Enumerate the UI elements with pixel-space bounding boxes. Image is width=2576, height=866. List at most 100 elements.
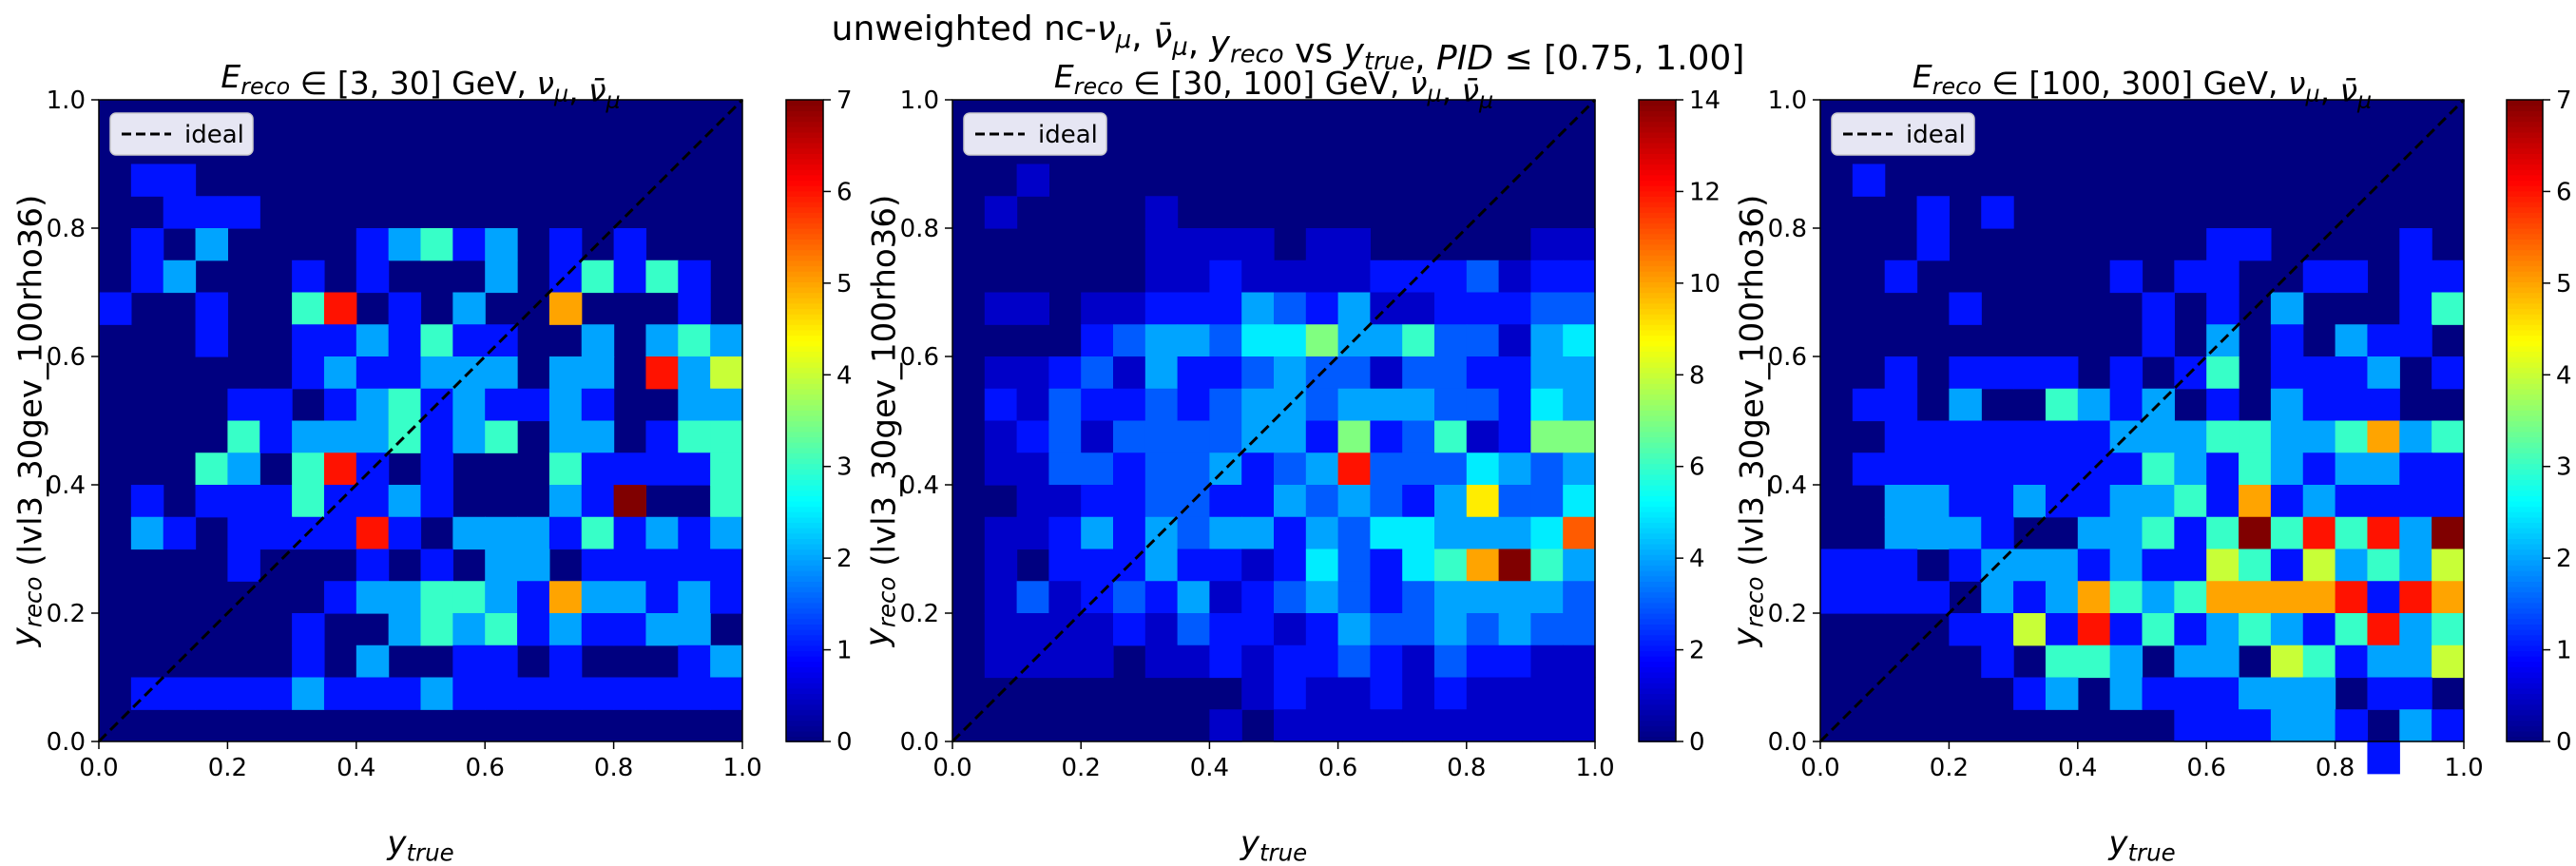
colorbar-segment bbox=[2507, 174, 2543, 182]
colorbar-segment bbox=[2507, 271, 2543, 278]
colorbar-segment bbox=[1639, 613, 1676, 620]
heatmap-cell bbox=[356, 420, 390, 453]
heatmap-cell bbox=[195, 292, 228, 325]
colorbar-segment bbox=[786, 329, 823, 337]
heatmap-cell bbox=[1048, 485, 1082, 518]
heatmap-cell bbox=[2335, 581, 2369, 614]
heatmap-cell bbox=[2367, 452, 2400, 486]
heatmap-panel-1: 0.00.0 0.2 0.2 0.4 0.4 0.6 0.6 0.8 0.8 1.0 1.0 Erec… bbox=[5, 58, 853, 866]
colorbar-segment bbox=[2507, 656, 2543, 663]
heatmap-cell bbox=[452, 645, 486, 679]
heatmap-cell bbox=[420, 485, 453, 518]
heatmap-cell bbox=[1177, 613, 1210, 646]
heatmap-cell bbox=[2206, 260, 2240, 294]
legend: ideal bbox=[963, 112, 1107, 156]
colorbar-segment bbox=[1639, 714, 1676, 722]
heatmap-cell bbox=[678, 324, 711, 357]
heatmap-cell bbox=[517, 613, 550, 646]
heatmap-cell bbox=[227, 420, 260, 453]
heatmap-cell bbox=[2270, 677, 2304, 710]
colorbar-segment bbox=[786, 687, 823, 695]
heatmap-cell bbox=[1981, 356, 2014, 390]
heatmap-cell bbox=[2109, 613, 2143, 646]
heatmap-cell bbox=[1144, 324, 1179, 357]
heatmap-cell bbox=[1884, 516, 1918, 550]
heatmap-cell bbox=[1530, 452, 1564, 486]
heatmap-cell bbox=[1337, 292, 1371, 325]
heatmap-cell bbox=[2270, 581, 2304, 614]
heatmap-cell bbox=[292, 292, 325, 325]
colorbar-segment bbox=[786, 383, 823, 390]
heatmap-cell bbox=[2399, 677, 2432, 710]
colorbar-segment bbox=[786, 249, 823, 256]
colorbar-segment bbox=[786, 372, 823, 379]
colorbar-segment bbox=[1639, 174, 1676, 182]
heatmap-cell bbox=[548, 613, 583, 646]
x-tick-label: 0.2 bbox=[1062, 754, 1101, 782]
heatmap-cell bbox=[645, 581, 679, 614]
colorbar-segment bbox=[786, 714, 823, 722]
heatmap-cell bbox=[260, 388, 293, 422]
heatmap-cell bbox=[1209, 516, 1242, 550]
heatmap-cell bbox=[2013, 356, 2047, 390]
y-tick-label: 0.8 bbox=[900, 215, 939, 243]
heatmap-cell bbox=[227, 196, 260, 229]
heatmap-cell bbox=[388, 613, 422, 646]
colorbar-segment bbox=[1639, 233, 1676, 240]
heatmap-cell bbox=[1402, 485, 1435, 518]
heatmap-cell bbox=[2432, 452, 2465, 486]
y-tick-label: 0.4 bbox=[1768, 471, 1807, 500]
y-tick-label: 1.0 bbox=[1768, 87, 1807, 115]
heatmap-cell bbox=[1981, 581, 2014, 614]
heatmap-cell bbox=[1434, 709, 1468, 742]
heatmap-cell bbox=[1241, 452, 1275, 486]
heatmap-cell bbox=[678, 452, 711, 486]
heatmap-cell bbox=[227, 388, 260, 422]
colorbar-tick-label: 7 bbox=[836, 87, 853, 115]
colorbar-segment bbox=[1639, 634, 1676, 641]
colorbar-segment bbox=[2507, 233, 2543, 240]
colorbar-segment bbox=[2507, 736, 2543, 742]
y-tick-label: 0.2 bbox=[1768, 600, 1807, 628]
heatmap-cell bbox=[581, 324, 615, 357]
heatmap-cell bbox=[2432, 709, 2465, 742]
heatmap-cell bbox=[1016, 388, 1049, 422]
heatmap-cell bbox=[452, 228, 486, 261]
heatmap-cell bbox=[1434, 516, 1468, 550]
colorbar-segment bbox=[1639, 281, 1676, 288]
heatmap-cell bbox=[1563, 292, 1596, 325]
colorbar-segment bbox=[2507, 394, 2543, 400]
heatmap-cell bbox=[388, 228, 422, 261]
colorbar-segment bbox=[2507, 677, 2543, 683]
heatmap-cell bbox=[1530, 228, 1564, 261]
colorbar-tick-label: 2 bbox=[836, 545, 853, 573]
heatmap-cell bbox=[1144, 196, 1179, 229]
heatmap-cell bbox=[645, 260, 679, 294]
colorbar-segment bbox=[786, 607, 823, 614]
colorbar-segment bbox=[1639, 126, 1676, 133]
colorbar-segment bbox=[1639, 298, 1676, 304]
heatmap-cell bbox=[1274, 645, 1307, 679]
colorbar-segment bbox=[2507, 228, 2543, 235]
heatmap-cell bbox=[1337, 645, 1371, 679]
heatmap-cell bbox=[678, 581, 711, 614]
heatmap-cell bbox=[2239, 581, 2272, 614]
heatmap-cell bbox=[2045, 613, 2079, 646]
heatmap-cell bbox=[2013, 613, 2047, 646]
heatmap-cell bbox=[1370, 581, 1403, 614]
heatmap-cell bbox=[1016, 420, 1049, 453]
colorbar-segment bbox=[1639, 388, 1676, 395]
heatmap-cell bbox=[1337, 581, 1371, 614]
colorbar-segment bbox=[786, 271, 823, 278]
colorbar: 0 2 4 6 8 10 12 14 bbox=[1638, 87, 1721, 757]
heatmap-cell bbox=[1241, 516, 1275, 550]
colorbar-segment bbox=[2507, 302, 2543, 310]
heatmap-cell bbox=[1498, 452, 1531, 486]
colorbar-segment bbox=[786, 100, 823, 106]
colorbar-segment bbox=[1639, 265, 1676, 272]
colorbar-segment bbox=[1639, 372, 1676, 379]
ideal-line bbox=[97, 98, 744, 743]
heatmap-cell bbox=[1402, 709, 1435, 742]
colorbar-segment bbox=[2507, 318, 2543, 325]
